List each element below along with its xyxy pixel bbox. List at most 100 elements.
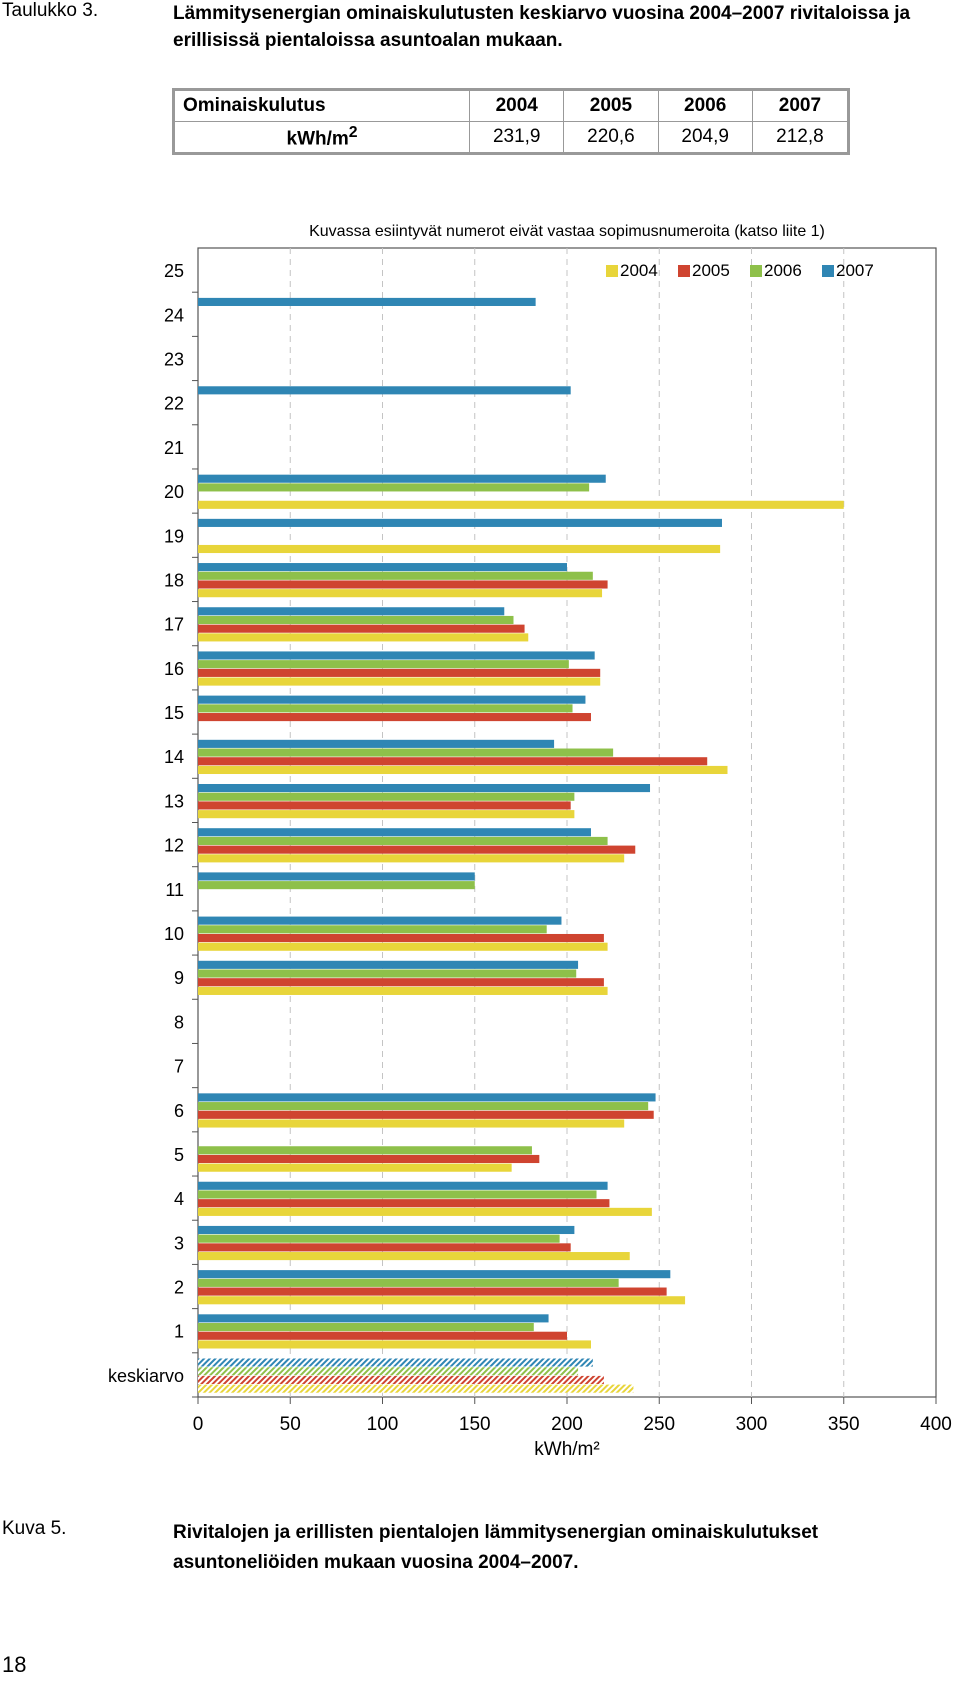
- average-bar: [198, 1375, 604, 1385]
- bar: [198, 872, 475, 881]
- bar: [198, 500, 844, 509]
- bar: [198, 1102, 649, 1111]
- bar: [198, 1252, 630, 1261]
- bar: [198, 986, 608, 995]
- legend-swatch: [750, 265, 762, 277]
- bar: [198, 792, 575, 801]
- bar: [198, 1163, 512, 1172]
- x-tick-label: 400: [920, 1414, 952, 1435]
- bar: [198, 571, 593, 580]
- y-tick-label: 11: [165, 880, 184, 900]
- y-tick-label: 16: [164, 659, 184, 679]
- bar: [198, 836, 608, 845]
- bar: [198, 845, 636, 854]
- summary-header-row: Ominaiskulutus 2004 2005 2006 2007: [172, 89, 850, 122]
- bar: [198, 784, 651, 793]
- bar: [198, 1243, 571, 1252]
- x-axis-label: kWh/m²: [534, 1439, 599, 1460]
- bar: [198, 801, 571, 810]
- bar: [198, 765, 728, 775]
- unit-superscript: 2: [348, 123, 358, 141]
- bar: [198, 386, 571, 395]
- y-tick-label: 18: [164, 570, 184, 590]
- legend-swatch: [678, 265, 690, 277]
- bar: [198, 978, 604, 987]
- bar: [198, 1146, 532, 1155]
- bar: [198, 1314, 549, 1323]
- y-tick-label: 4: [174, 1189, 184, 1209]
- y-tick-label: 20: [164, 482, 184, 502]
- y-tick-label: 19: [164, 526, 184, 546]
- bar: [198, 1190, 597, 1199]
- bar: [198, 1331, 567, 1340]
- bar: [198, 474, 606, 483]
- bar: [198, 660, 569, 669]
- bar: [198, 589, 603, 598]
- summary-header-cell: 2007: [751, 89, 850, 122]
- summary-value-cell: 204,9: [657, 121, 753, 154]
- bar: [198, 828, 591, 837]
- legend-label: 2004: [620, 261, 658, 280]
- bar: [198, 1234, 560, 1243]
- bar: [198, 854, 625, 863]
- y-tick-label: 3: [174, 1233, 184, 1253]
- bar: [198, 518, 722, 527]
- bar: [198, 668, 601, 677]
- bar: [198, 1110, 654, 1119]
- bar: [198, 960, 579, 969]
- summary-value-cell: 212,8: [751, 121, 850, 154]
- y-tick-label: 24: [164, 305, 184, 325]
- average-bar: [198, 1358, 593, 1367]
- summary-unit-cell: kWh/m2: [172, 121, 471, 154]
- y-tick-label: 13: [164, 791, 184, 811]
- legend-label: 2006: [764, 261, 802, 280]
- bar: [198, 713, 591, 722]
- legend-swatch: [606, 265, 618, 277]
- x-tick-label: 50: [280, 1414, 301, 1435]
- bar: [198, 969, 577, 978]
- bar: [198, 1278, 619, 1287]
- legend-label: 2007: [836, 261, 874, 280]
- bar: [198, 695, 586, 704]
- y-tick-label: 7: [174, 1057, 184, 1077]
- unit-text: kWh/m: [286, 128, 349, 150]
- y-tick-label: 10: [164, 924, 184, 944]
- bar: [198, 933, 604, 943]
- bar: [198, 624, 525, 633]
- chart-title: Kuvassa esiintyvät numerot eivät vastaa …: [309, 223, 825, 240]
- y-tick-label: 25: [164, 261, 184, 281]
- y-tick-label: 22: [164, 394, 184, 414]
- bar: [198, 925, 547, 934]
- bar: [198, 651, 595, 660]
- summary-value-row: kWh/m2 231,9 220,6 204,9 212,8: [172, 121, 850, 154]
- bar: [198, 881, 475, 890]
- bar: [198, 1270, 671, 1279]
- bar: [198, 810, 575, 819]
- bar: [198, 544, 721, 554]
- y-tick-label: 1: [174, 1322, 184, 1342]
- bar: [198, 615, 514, 625]
- bar: [198, 1207, 652, 1216]
- figure-caption: Rivitalojen ja erillisten pientalojen lä…: [173, 1522, 819, 1573]
- x-tick-label: 0: [193, 1414, 204, 1435]
- summary-header-cell: Ominaiskulutus: [172, 89, 471, 122]
- x-tick-label: 150: [459, 1414, 491, 1435]
- bar: [198, 748, 614, 757]
- legend-label: 2005: [692, 261, 730, 280]
- bar: [198, 916, 562, 925]
- bar: [198, 739, 555, 748]
- bar: [198, 1340, 591, 1349]
- bar: [198, 1225, 575, 1235]
- y-tick-label: keskiarvo: [108, 1366, 184, 1386]
- average-bar: [198, 1384, 634, 1393]
- bar: [198, 297, 536, 306]
- page-number: 18: [2, 1652, 27, 1677]
- bar: [198, 607, 505, 616]
- x-tick-label: 200: [551, 1414, 583, 1435]
- summary-header-cell: 2004: [469, 89, 565, 122]
- bar: [198, 1199, 610, 1208]
- y-tick-label: 2: [174, 1278, 184, 1298]
- bar: [198, 1287, 667, 1296]
- y-tick-label: 9: [174, 968, 184, 988]
- bar: [198, 942, 608, 951]
